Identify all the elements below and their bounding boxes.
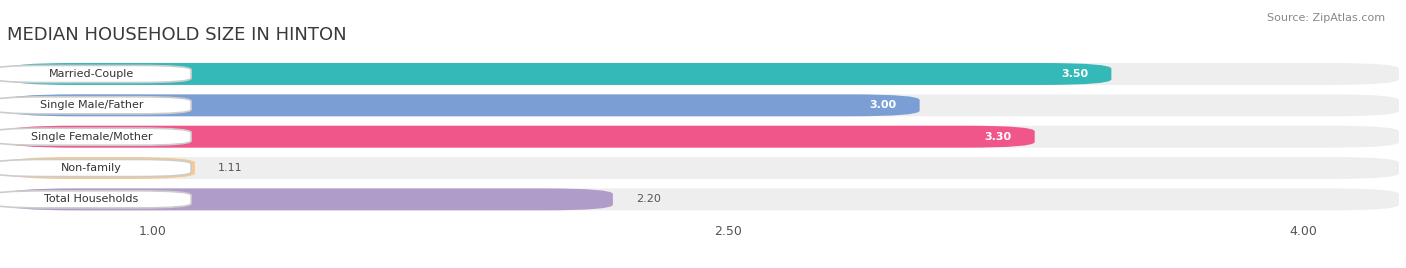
Text: 1.11: 1.11: [218, 163, 243, 173]
Text: Single Male/Father: Single Male/Father: [39, 100, 143, 110]
Text: Married-Couple: Married-Couple: [49, 69, 134, 79]
FancyBboxPatch shape: [7, 63, 1399, 85]
FancyBboxPatch shape: [0, 159, 191, 177]
FancyBboxPatch shape: [0, 97, 191, 114]
Text: 2.20: 2.20: [636, 194, 661, 204]
Text: Single Female/Mother: Single Female/Mother: [31, 132, 152, 142]
Text: Total Households: Total Households: [44, 194, 139, 204]
FancyBboxPatch shape: [7, 126, 1399, 148]
Text: Non-family: Non-family: [60, 163, 122, 173]
FancyBboxPatch shape: [0, 128, 191, 145]
FancyBboxPatch shape: [0, 65, 191, 83]
Text: MEDIAN HOUSEHOLD SIZE IN HINTON: MEDIAN HOUSEHOLD SIZE IN HINTON: [7, 26, 347, 44]
Text: 3.50: 3.50: [1062, 69, 1088, 79]
FancyBboxPatch shape: [7, 188, 613, 210]
FancyBboxPatch shape: [7, 188, 1399, 210]
FancyBboxPatch shape: [7, 94, 1399, 116]
FancyBboxPatch shape: [7, 94, 920, 116]
FancyBboxPatch shape: [0, 191, 191, 208]
Text: 3.30: 3.30: [984, 132, 1012, 142]
FancyBboxPatch shape: [7, 126, 1035, 148]
FancyBboxPatch shape: [7, 63, 1111, 85]
FancyBboxPatch shape: [7, 157, 195, 179]
Text: 3.00: 3.00: [869, 100, 897, 110]
FancyBboxPatch shape: [7, 157, 1399, 179]
Text: Source: ZipAtlas.com: Source: ZipAtlas.com: [1267, 13, 1385, 23]
